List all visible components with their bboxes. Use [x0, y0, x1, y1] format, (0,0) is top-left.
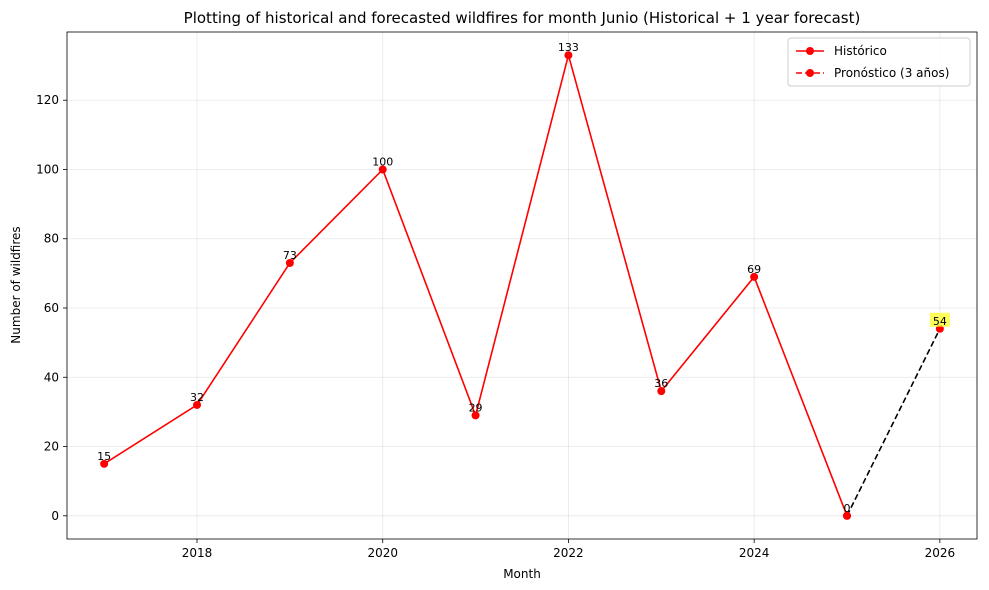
- legend-box: [787, 37, 971, 87]
- data-label: 73: [283, 249, 297, 262]
- data-label-highlight: [929, 312, 950, 327]
- historical-point: [378, 165, 387, 174]
- series: [100, 51, 944, 520]
- y-axis-title: Number of wildfires: [9, 226, 23, 343]
- historical-point: [193, 400, 201, 409]
- plot-frame: [66, 31, 978, 540]
- y-tick-label: 120: [36, 93, 59, 107]
- y-tick-label: 20: [44, 440, 59, 454]
- data-label: 100: [372, 155, 393, 168]
- y-tick-label: 60: [44, 301, 59, 315]
- legend-label: Histórico: [834, 44, 887, 58]
- data-label: 133: [558, 41, 579, 54]
- historical-point: [471, 411, 480, 420]
- forecast-series-line: [846, 328, 941, 517]
- grid: [67, 32, 977, 539]
- x-axis-title: Month: [503, 567, 541, 581]
- chart-title: Plotting of historical and forecasted wi…: [184, 9, 861, 27]
- data-label: 36: [654, 377, 668, 390]
- historical-point: [100, 459, 109, 468]
- data-label: 29: [469, 401, 483, 414]
- x-tick-label: 2024: [739, 546, 770, 560]
- historical-point: [564, 51, 573, 60]
- x-tick-label: 2026: [925, 546, 956, 560]
- data-labels: 15 32 73 100 29 133 36 69 0 54: [97, 41, 950, 515]
- data-label: 69: [747, 263, 761, 276]
- legend-label: Pronóstico (3 años): [834, 66, 949, 80]
- axes: 2018 2020 2022 2024 2026 0 20 40 60 80 100 120: [36, 31, 978, 560]
- y-tick-label: 40: [44, 370, 59, 384]
- data-label: 32: [190, 391, 204, 404]
- data-label: 15: [97, 450, 111, 463]
- x-tick-label: 2018: [182, 546, 213, 560]
- y-tick-label: 80: [44, 232, 59, 246]
- legend: Histórico Pronóstico (3 años): [787, 37, 971, 87]
- historical-point: [657, 387, 666, 396]
- data-label: 0: [844, 502, 851, 515]
- x-tick-label: 2022: [553, 546, 584, 560]
- y-tick-label: 100: [36, 162, 59, 176]
- legend-marker: [806, 69, 814, 77]
- legend-marker: [806, 47, 814, 55]
- data-label: 54: [933, 315, 947, 328]
- y-tick-label: 0: [51, 509, 59, 523]
- forecast-point: [843, 511, 851, 520]
- historical-point: [750, 272, 759, 281]
- historical-point: [285, 258, 294, 267]
- x-tick-label: 2020: [367, 546, 398, 560]
